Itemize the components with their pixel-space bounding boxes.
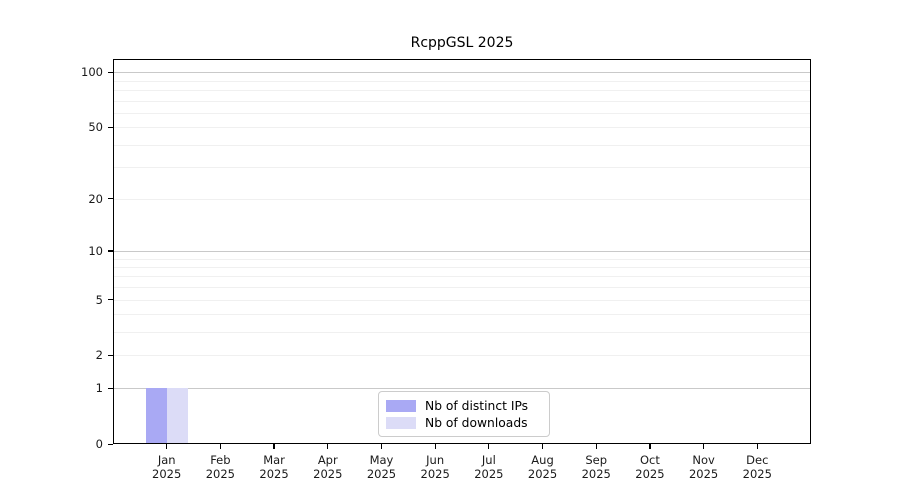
minor-gridline	[113, 127, 811, 129]
x-tick-month: Jan	[157, 453, 176, 467]
x-tick-mark	[273, 444, 275, 449]
x-tick-mark	[703, 444, 705, 449]
y-tick-mark	[108, 443, 113, 445]
minor-gridline	[113, 112, 811, 114]
y-tick-label: 2	[95, 348, 103, 363]
x-tick-month: Apr	[317, 453, 338, 467]
minor-gridline	[113, 355, 811, 357]
x-tick-mark	[756, 444, 758, 449]
y-tick-label: 1	[95, 381, 103, 396]
y-tick-mark	[108, 198, 113, 200]
x-tick-year: 2025	[152, 467, 182, 481]
x-tick-label: Oct 2025	[622, 453, 678, 481]
minor-gridline	[113, 266, 811, 268]
x-tick-year: 2025	[688, 467, 719, 481]
x-tick-year: 2025	[581, 467, 611, 481]
minor-gridline	[113, 314, 811, 316]
y-tick-mark	[108, 299, 113, 301]
x-tick-month: Mar	[263, 453, 285, 467]
legend-swatch-icon	[386, 416, 416, 429]
x-tick-mark	[380, 444, 383, 449]
minor-gridline	[113, 100, 811, 102]
x-tick-year: 2025	[635, 467, 665, 481]
x-tick-month: May	[369, 453, 394, 467]
x-tick-month: Nov	[692, 453, 715, 467]
x-tick-label: Jan 2025	[139, 453, 195, 481]
x-tick-year: 2025	[474, 467, 504, 481]
y-tick-mark	[108, 126, 113, 128]
y-tick-label: 100	[81, 65, 103, 80]
legend-label: Nb of distinct IPs	[425, 398, 529, 413]
major-gridline	[113, 250, 811, 252]
x-tick-label: May 2025	[353, 453, 409, 481]
x-tick-month: Jun	[426, 453, 445, 467]
x-tick-label: Nov 2025	[676, 453, 732, 481]
x-tick-mark	[595, 444, 597, 449]
minor-gridline	[113, 89, 811, 91]
x-tick-mark	[166, 444, 168, 449]
x-tick-year: 2025	[313, 467, 343, 481]
x-tick-mark	[327, 444, 329, 449]
x-tick-mark	[219, 444, 221, 449]
x-tick-month: Jul	[481, 453, 496, 467]
bar-downloads	[166, 388, 188, 444]
x-tick-year: 2025	[205, 467, 236, 481]
x-tick-label: Aug 2025	[515, 453, 571, 481]
x-tick-label: Jul 2025	[461, 453, 517, 481]
legend-row: Nb of distinct IPs	[386, 397, 541, 414]
x-tick-mark	[541, 444, 544, 449]
y-tick-mark	[108, 250, 113, 252]
minor-gridline	[113, 198, 811, 200]
y-tick-label: 20	[88, 191, 103, 206]
y-tick-label: 10	[88, 243, 103, 258]
minor-gridline	[113, 258, 811, 260]
minor-gridline	[113, 80, 811, 82]
y-tick-label: 50	[88, 120, 103, 135]
x-tick-year: 2025	[420, 467, 450, 481]
y-tick-mark	[108, 387, 113, 389]
major-gridline	[113, 388, 811, 390]
x-tick-mark	[434, 444, 436, 449]
legend-label: Nb of downloads	[425, 415, 528, 430]
x-tick-month: Dec	[746, 453, 769, 467]
x-tick-year: 2025	[366, 467, 397, 481]
x-tick-mark	[488, 444, 490, 449]
y-tick-mark	[108, 71, 113, 73]
minor-gridline	[113, 299, 811, 301]
legend: Nb of distinct IPs Nb of downloads	[378, 391, 550, 437]
x-tick-month: Oct	[639, 453, 660, 467]
minor-gridline	[113, 167, 811, 169]
legend-row: Nb of downloads	[386, 414, 541, 431]
chart-title: RcppGSL 2025	[410, 35, 514, 51]
minor-gridline	[113, 144, 811, 146]
x-tick-year: 2025	[527, 467, 558, 481]
x-tick-month: Sep	[585, 453, 608, 467]
x-tick-label: Feb 2025	[192, 453, 248, 481]
x-tick-month: Aug	[531, 453, 554, 467]
x-tick-label: Mar 2025	[246, 453, 302, 481]
minor-gridline	[113, 332, 811, 334]
x-tick-label: Sep 2025	[568, 453, 624, 481]
bar-distinct-ips	[145, 388, 167, 444]
x-tick-label: Apr 2025	[300, 453, 356, 481]
legend-swatch-icon	[386, 399, 416, 412]
y-tick-label: 0	[95, 437, 103, 451]
plot-area: Nb of distinct IPs Nb of downloads 0 1 2 5 10…	[81, 59, 811, 481]
minor-gridline	[113, 276, 811, 278]
y-tick-mark	[108, 354, 113, 357]
x-tick-mark	[649, 444, 651, 449]
x-tick-label: Dec 2025	[729, 453, 785, 481]
major-gridline	[113, 72, 811, 74]
minor-gridline	[113, 287, 811, 289]
y-tick-label: 5	[95, 292, 103, 307]
x-tick-year: 2025	[259, 467, 289, 481]
x-tick-month: Feb	[210, 453, 231, 467]
x-tick-year: 2025	[742, 467, 772, 481]
x-tick-label: Jun 2025	[407, 453, 463, 481]
